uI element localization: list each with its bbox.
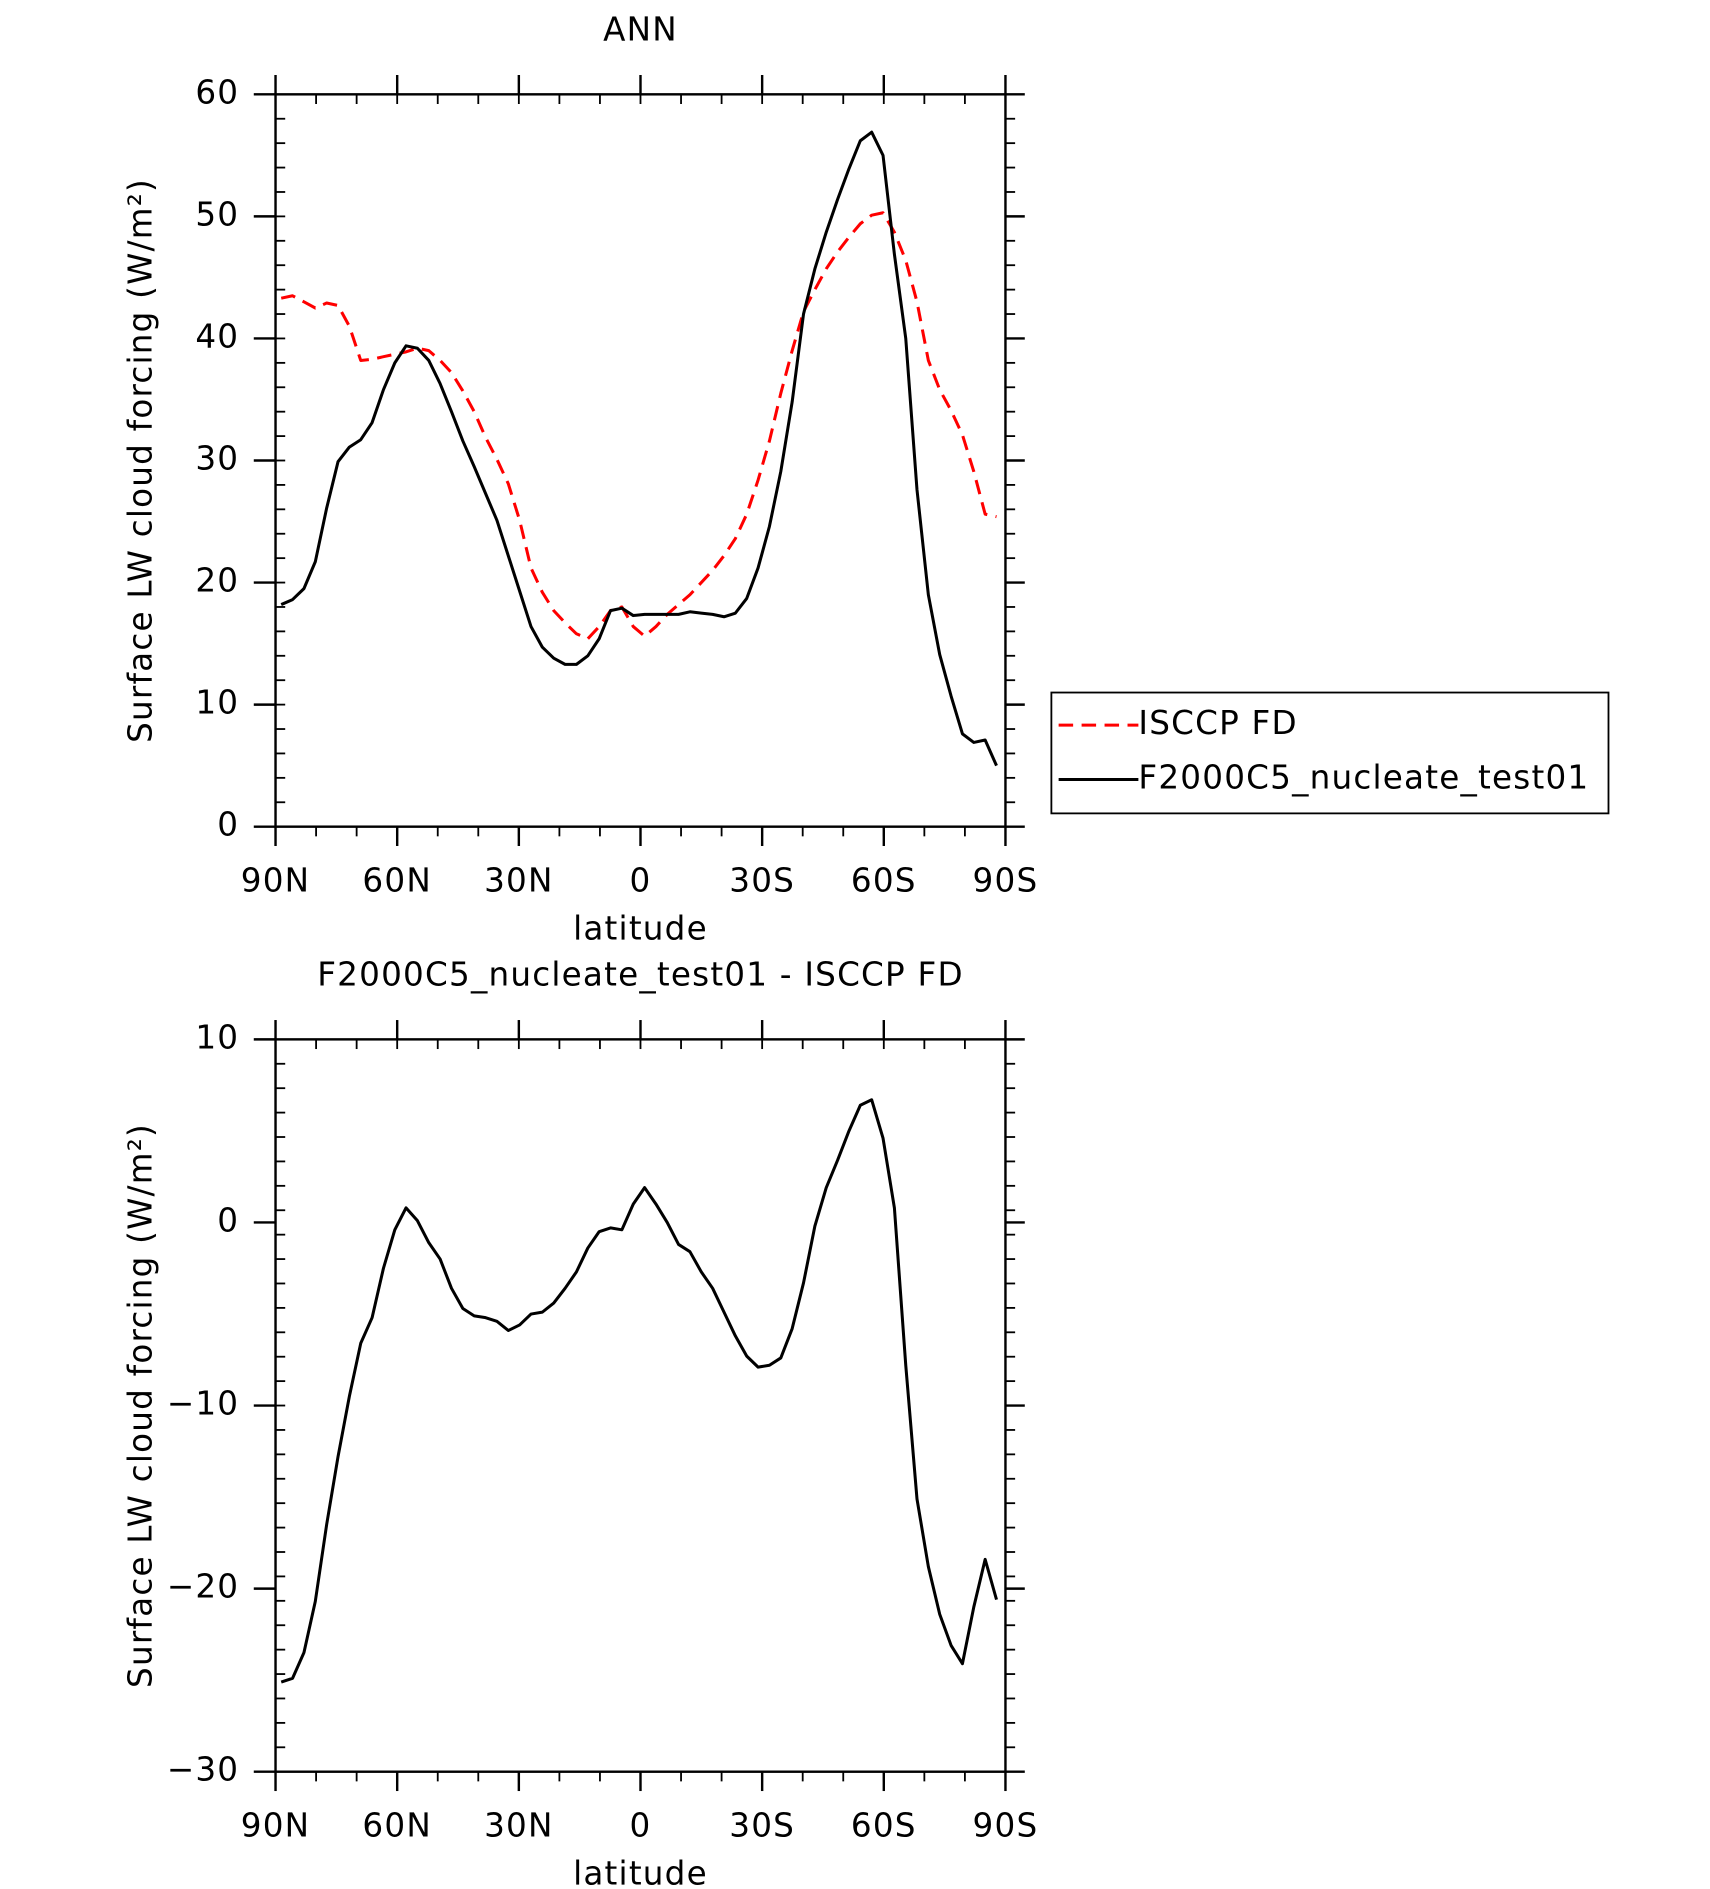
x-tick-label: 30S bbox=[729, 1806, 795, 1844]
data-line bbox=[280, 130, 998, 767]
x-tick-label: 0 bbox=[630, 861, 652, 899]
x-tick-label: 90S bbox=[973, 1806, 1039, 1844]
y-tick-label: −10 bbox=[167, 1385, 239, 1423]
x-tick-label: 60N bbox=[362, 861, 432, 899]
y-tick-label: 10 bbox=[195, 1018, 239, 1056]
chart-title: F2000C5_nucleate_test01 - ISCCP FD bbox=[317, 956, 964, 994]
x-tick-label: 90N bbox=[241, 1806, 311, 1844]
chart-title: ANN bbox=[603, 10, 678, 48]
x-axis-label: latitude bbox=[573, 1855, 708, 1889]
data-line bbox=[280, 211, 997, 641]
legend: ISCCP FD F2000C5_nucleate_test01 bbox=[1050, 691, 1610, 815]
x-tick-label: 60S bbox=[851, 1806, 917, 1844]
y-tick-label: −20 bbox=[167, 1568, 239, 1606]
x-axis-label: latitude bbox=[573, 910, 708, 948]
y-tick-label: 30 bbox=[195, 440, 239, 478]
y-tick-label: 40 bbox=[195, 317, 239, 355]
y-tick-label: −30 bbox=[167, 1751, 239, 1789]
x-tick-label: 60S bbox=[851, 861, 917, 899]
plot-frame bbox=[274, 1038, 1007, 1773]
y-tick-label: 60 bbox=[195, 73, 239, 111]
y-tick-label: 0 bbox=[217, 806, 239, 844]
y-axis-label: Surface LW cloud forcing (W/m²) bbox=[122, 1123, 160, 1688]
x-tick-label: 90S bbox=[973, 861, 1039, 899]
x-tick-label: 0 bbox=[630, 1806, 652, 1844]
legend-label: ISCCP FD bbox=[1138, 704, 1297, 742]
x-tick-label: 30S bbox=[729, 861, 795, 899]
plot-frame bbox=[274, 93, 1007, 828]
y-axis-label: Surface LW cloud forcing (W/m²) bbox=[122, 178, 160, 743]
x-tick-label: 30N bbox=[484, 1806, 554, 1844]
data-line bbox=[280, 1098, 998, 1684]
y-tick-label: 10 bbox=[195, 684, 239, 722]
legend-label: F2000C5_nucleate_test01 bbox=[1138, 759, 1589, 797]
x-tick-label: 60N bbox=[362, 1806, 432, 1844]
x-tick-label: 90N bbox=[241, 861, 311, 899]
legend-box bbox=[1050, 691, 1610, 815]
y-tick-label: 50 bbox=[195, 195, 239, 233]
x-tick-label: 30N bbox=[484, 861, 554, 899]
y-tick-label: 20 bbox=[195, 562, 239, 600]
y-tick-label: 0 bbox=[217, 1201, 239, 1239]
